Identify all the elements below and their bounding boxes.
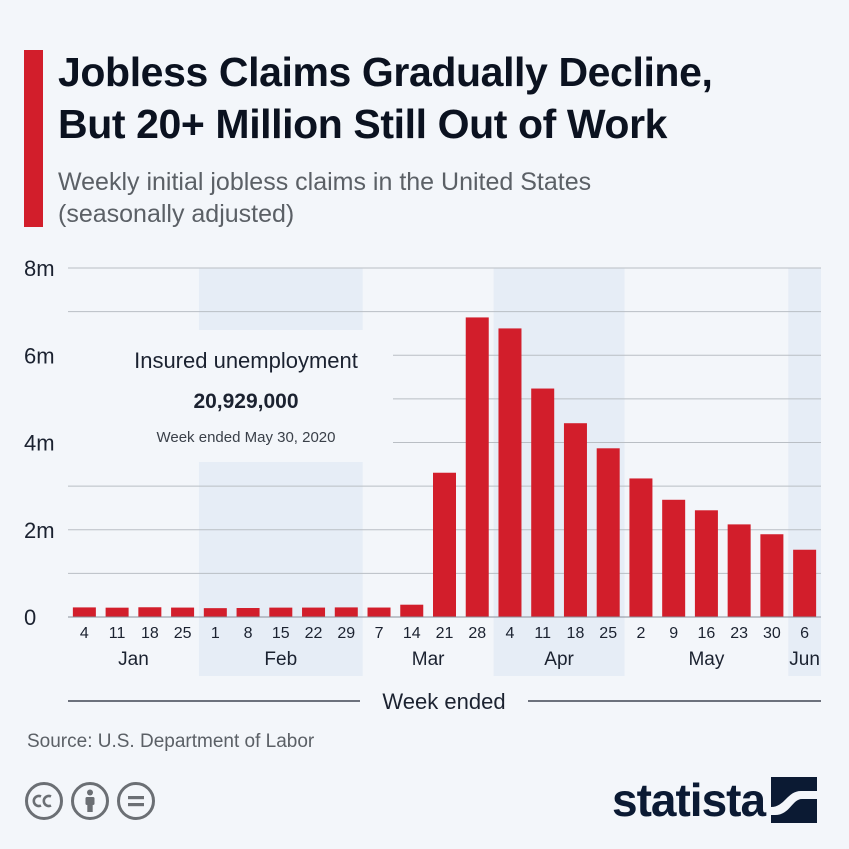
bar: [465, 317, 489, 617]
bar: [302, 607, 326, 617]
cc-icon[interactable]: [24, 781, 64, 821]
x-tick-label: 30: [763, 625, 781, 642]
bar: [138, 607, 162, 617]
x-tick-label: 14: [403, 625, 421, 642]
chart-subtitle: Weekly initial jobless claims in the Uni…: [58, 166, 818, 230]
x-tick-label: 18: [567, 625, 585, 642]
y-tick-label: 0: [24, 605, 36, 630]
bar: [760, 534, 784, 617]
month-label: Feb: [264, 649, 297, 670]
bar: [662, 499, 686, 617]
bar: [367, 607, 391, 617]
x-tick-label: 25: [174, 625, 192, 642]
statista-brand[interactable]: statista: [612, 773, 818, 827]
annotation-note: Week ended May 30, 2020: [156, 429, 335, 446]
chart-subtitle-line-1: Weekly initial jobless claims in the Uni…: [58, 168, 592, 196]
bar: [727, 524, 751, 617]
x-tick-label: 28: [468, 625, 486, 642]
title-accent-bar: [24, 50, 43, 227]
x-tick-label: 29: [337, 625, 355, 642]
month-label: Mar: [412, 649, 445, 670]
month-label: Jan: [118, 649, 149, 670]
license-icons: [24, 781, 156, 821]
bar: [203, 608, 227, 617]
bar: [334, 607, 358, 617]
x-tick-label: 9: [669, 625, 678, 642]
bar: [236, 608, 260, 617]
source-note: Source: U.S. Department of Labor: [27, 731, 315, 752]
y-tick-label: 4m: [24, 431, 55, 456]
annotation-box: [68, 330, 393, 462]
bar: [563, 423, 587, 617]
bar: [694, 510, 718, 617]
x-tick-label: 21: [436, 625, 454, 642]
chart-title: Jobless Claims Gradually Decline, But 20…: [58, 46, 838, 150]
month-label: Jun: [789, 649, 820, 670]
x-tick-label: 11: [534, 625, 551, 642]
x-tick-label: 1: [211, 625, 220, 642]
by-icon[interactable]: [70, 781, 110, 821]
x-tick-label: 11: [109, 625, 126, 642]
bar: [72, 607, 96, 617]
bar: [531, 388, 555, 617]
x-tick-label: 18: [141, 625, 159, 642]
bar: [629, 478, 653, 617]
bar: [269, 607, 293, 617]
month-label: Apr: [544, 649, 574, 670]
bar: [596, 448, 620, 617]
bar: [793, 549, 817, 617]
chart-title-line-2: But 20+ Million Still Out of Work: [58, 101, 668, 147]
statista-wordmark: statista: [612, 774, 766, 826]
x-tick-label: 22: [305, 625, 323, 642]
bar: [171, 607, 195, 617]
x-axis-title: Week ended: [382, 689, 505, 714]
bar: [498, 328, 522, 617]
x-tick-label: 4: [506, 625, 515, 642]
chart-subtitle-line-2: (seasonally adjusted): [58, 200, 295, 228]
y-tick-label: 6m: [24, 343, 55, 368]
chart-title-line-1: Jobless Claims Gradually Decline,: [58, 49, 713, 95]
x-tick-label: 25: [599, 625, 617, 642]
annotation-title: Insured unemployment: [134, 348, 358, 373]
x-tick-label: 4: [80, 625, 89, 642]
x-tick-label: 15: [272, 625, 290, 642]
x-tick-label: 23: [730, 625, 748, 642]
x-tick-label: 2: [636, 625, 645, 642]
nd-icon[interactable]: [116, 781, 156, 821]
statista-logo-icon: [771, 777, 818, 823]
month-label: May: [688, 649, 724, 670]
bar: [105, 607, 129, 617]
x-tick-label: 16: [698, 625, 716, 642]
y-tick-label: 2m: [24, 518, 55, 543]
bar: [433, 472, 456, 617]
x-tick-label: 8: [244, 625, 253, 642]
annotation-value: 20,929,000: [193, 390, 298, 413]
y-tick-label: 8m: [24, 256, 55, 281]
bar: [400, 604, 424, 617]
x-tick-label: 6: [800, 625, 809, 642]
x-tick-label: 7: [375, 625, 384, 642]
